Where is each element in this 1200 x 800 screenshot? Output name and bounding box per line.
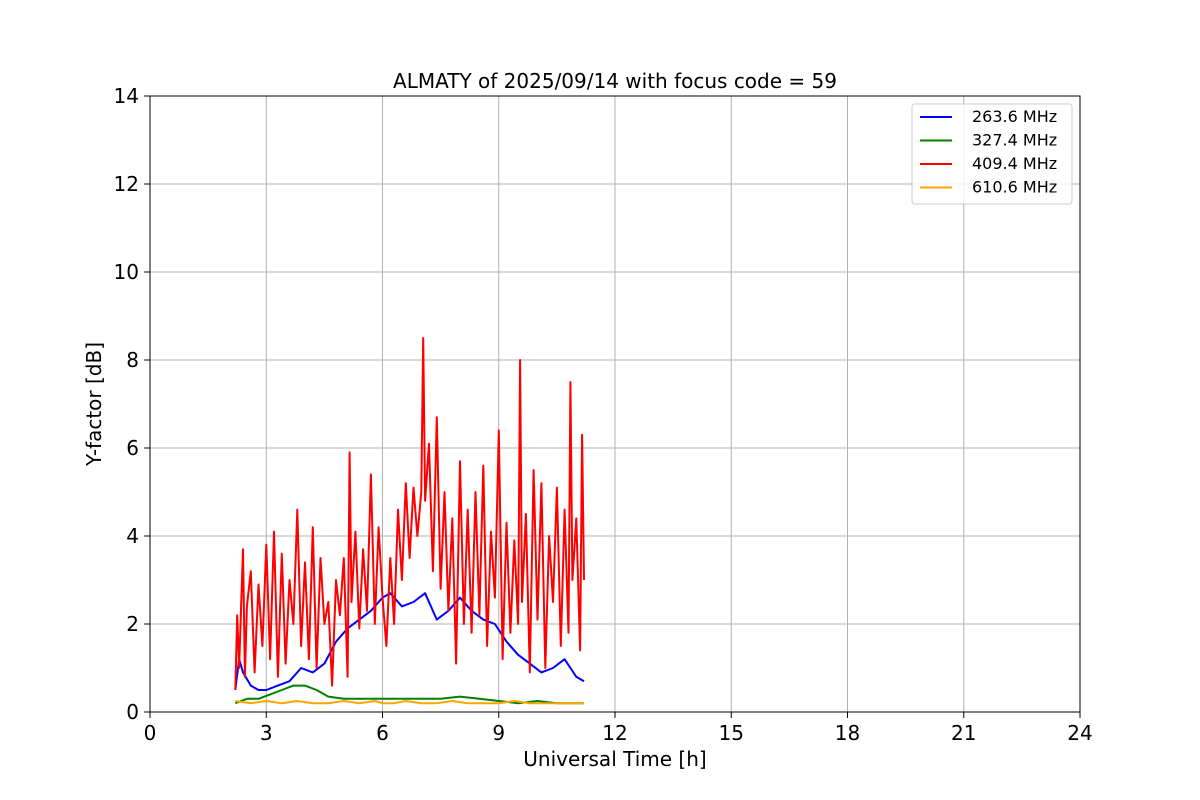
y-tick-label: 0 [126,700,139,724]
legend-label: 263.6 MHz [972,107,1057,126]
series-line-3 [234,337,585,691]
legend-box [911,103,1073,205]
x-tick-label: 0 [144,721,157,745]
legend-label: 610.6 MHz [972,178,1057,197]
y-tick-label: 12 [114,172,139,196]
x-tick-label: 12 [602,721,627,745]
x-tick-label: 9 [492,721,505,745]
y-axis: 0 2 4 6 8 10 12 14 [114,84,150,724]
y-tick-label: 2 [126,612,139,636]
x-tick-label: 15 [719,721,744,745]
series-group [234,337,585,705]
chart-title: ALMATY of 2025/09/14 with focus code = 5… [393,69,837,93]
x-tick-label: 21 [951,721,976,745]
x-tick-label: 24 [1067,721,1092,745]
series-line-1 [234,592,585,691]
y-tick-label: 6 [126,436,139,460]
legend-label: 409.4 MHz [972,154,1057,173]
x-tick-label: 18 [835,721,860,745]
y-tick-label: 10 [114,260,139,284]
x-tick-label: 6 [376,721,389,745]
y-tick-label: 14 [114,84,139,108]
legend-label: 327.4 MHz [972,131,1057,150]
x-axis-label: Universal Time [h] [523,747,706,771]
x-tick-label: 3 [260,721,273,745]
y-axis-label: Y-factor [dB] [82,342,106,467]
x-axis: 0 3 6 9 12 15 18 21 24 [144,712,1093,745]
y-tick-label: 4 [126,524,139,548]
series-line-4 [235,700,584,705]
legend: 263.6 MHz 327.4 MHz 409.4 MHz 610.6 MHz [911,103,1073,205]
y-tick-label: 8 [126,348,139,372]
